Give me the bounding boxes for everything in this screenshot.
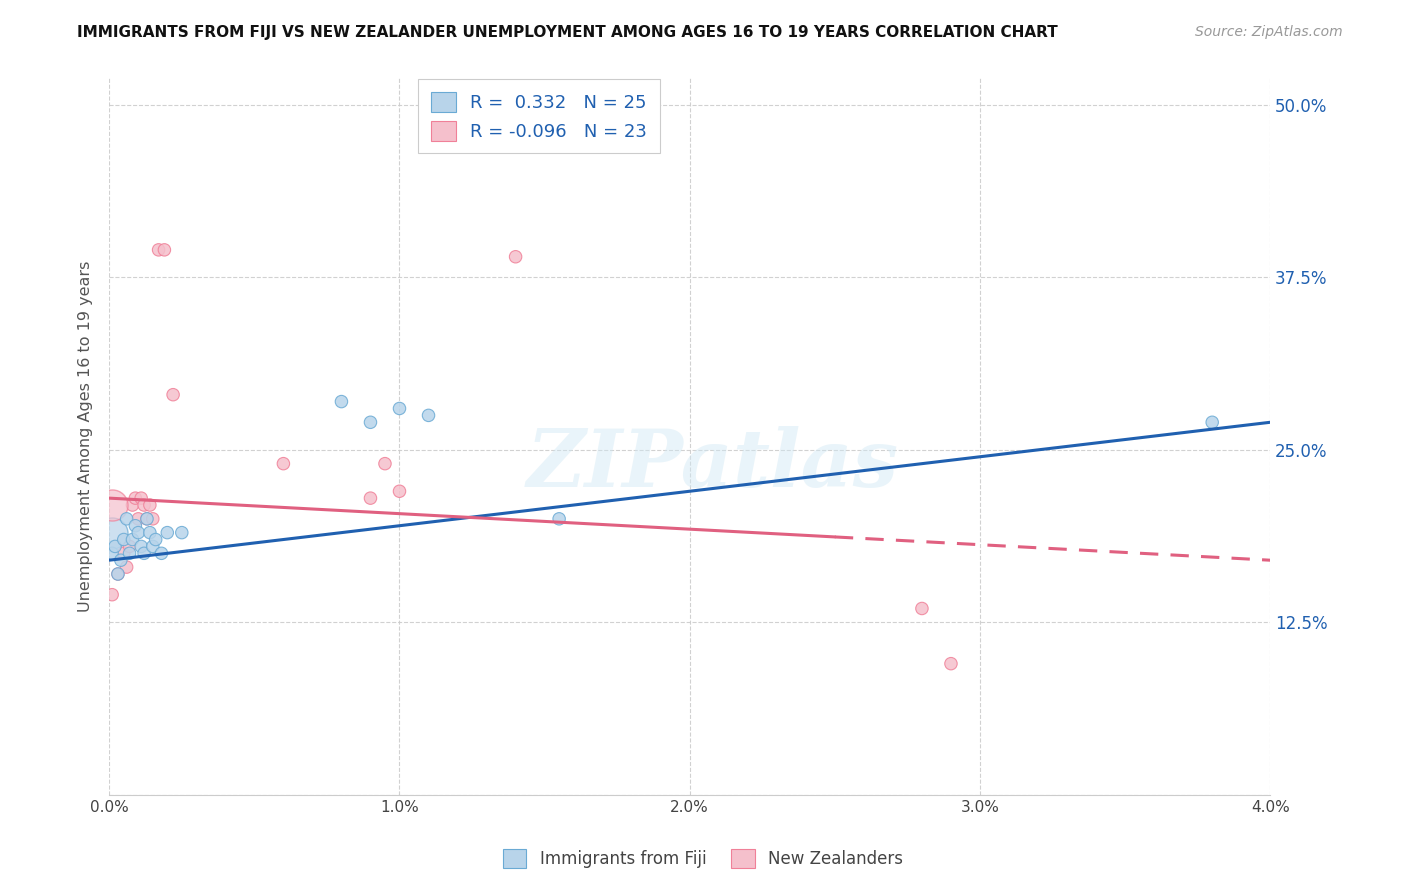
Point	[104, 540, 127, 554]
Point	[132, 498, 155, 512]
Point	[124, 518, 146, 533]
Point	[139, 498, 162, 512]
Point	[127, 512, 149, 526]
Point	[170, 525, 193, 540]
Point	[136, 512, 159, 526]
Point	[107, 567, 129, 582]
Point	[142, 540, 165, 554]
Point	[101, 546, 124, 560]
Point	[136, 512, 159, 526]
Point	[139, 525, 162, 540]
Point	[939, 657, 962, 671]
Point	[110, 553, 132, 567]
Point	[107, 567, 129, 582]
Point	[388, 484, 411, 499]
Point	[118, 546, 141, 560]
Point	[156, 525, 179, 540]
Point	[162, 387, 184, 401]
Text: IMMIGRANTS FROM FIJI VS NEW ZEALANDER UNEMPLOYMENT AMONG AGES 16 TO 19 YEARS COR: IMMIGRANTS FROM FIJI VS NEW ZEALANDER UN…	[77, 25, 1059, 40]
Point	[115, 560, 138, 574]
Point	[330, 394, 353, 409]
Point	[121, 498, 143, 512]
Point	[150, 546, 173, 560]
Point	[101, 588, 124, 602]
Point	[418, 409, 440, 423]
Point	[359, 415, 381, 429]
Point	[505, 250, 527, 264]
Point	[911, 601, 934, 615]
Point	[101, 525, 124, 540]
Point	[273, 457, 295, 471]
Point	[101, 498, 124, 512]
Point	[153, 243, 176, 257]
Point	[374, 457, 396, 471]
Y-axis label: Unemployment Among Ages 16 to 19 years: Unemployment Among Ages 16 to 19 years	[79, 260, 93, 612]
Point	[118, 540, 141, 554]
Point	[127, 525, 149, 540]
Point	[115, 512, 138, 526]
Point	[129, 540, 152, 554]
Point	[112, 546, 135, 560]
Point	[1201, 415, 1223, 429]
Point	[124, 491, 146, 505]
Text: ZIPatlas: ZIPatlas	[527, 426, 898, 503]
Legend: Immigrants from Fiji, New Zealanders: Immigrants from Fiji, New Zealanders	[496, 843, 910, 875]
Text: Source: ZipAtlas.com: Source: ZipAtlas.com	[1195, 25, 1343, 39]
Legend: R =  0.332   N = 25, R = -0.096   N = 23: R = 0.332 N = 25, R = -0.096 N = 23	[418, 79, 659, 153]
Point	[129, 491, 152, 505]
Point	[121, 533, 143, 547]
Point	[112, 533, 135, 547]
Point	[548, 512, 571, 526]
Point	[359, 491, 381, 505]
Point	[142, 512, 165, 526]
Point	[148, 243, 170, 257]
Point	[132, 546, 155, 560]
Point	[145, 533, 167, 547]
Point	[388, 401, 411, 416]
